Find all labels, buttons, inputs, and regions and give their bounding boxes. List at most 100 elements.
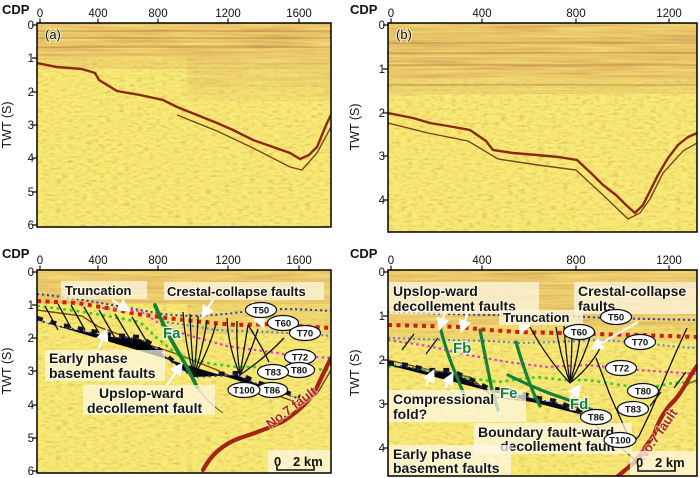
marker-T60: T60 [266,314,300,332]
marker-T86: T86 [255,381,289,399]
crestal-collapse-label-line2: faults [578,298,616,314]
y-axis-ticks: 0 1 2 3 4 [379,267,388,455]
svg-text:T83: T83 [265,368,281,379]
crestal-collapse-label-line1: Crestal-collapse [578,283,686,299]
compressional-zone-faults [401,333,687,407]
marker-T100: T100 [227,381,261,399]
horizon-basement-black [388,360,584,415]
svg-text:T83: T83 [625,405,641,416]
main-reflector [388,111,697,215]
x-tick-label: 800 [148,255,167,267]
x-tick-label: 1200 [215,255,241,267]
scale-distance: 2 km [293,454,323,469]
crestal-collapse-label: Crestal-collapse faults [167,284,306,299]
panel-d: CDP 0 400 800 1200 TWT (S) 0 1 2 3 4 [348,246,698,477]
svg-text:T100: T100 [609,436,631,447]
x-tick-label: 800 [148,8,167,20]
svg-text:T80: T80 [291,366,307,377]
y-tick-label: 2 [379,355,385,367]
x-tick-label: 0 [37,8,43,20]
fault-Fd-label: Fd [570,396,588,413]
fault-Fe-label: Fe [500,385,518,402]
x-tick-label: 1200 [215,8,241,20]
twt-axis-label: TWT (S) [348,104,362,151]
y-tick-label: 0 [28,20,34,32]
panel-b: CDP 0 400 800 1200 TWT (S) 0 1 2 3 4 (b) [348,2,698,233]
cdp-axis-label: CDP [2,2,30,17]
y-tick-label: 5 [28,433,34,445]
fault-Fa [153,303,199,389]
x-tick-label: 0 [37,255,43,267]
boundary-label-line1: Boundary fault-ward [478,424,614,440]
seismic-plot: (b) [387,22,698,233]
fault-green-2 [478,328,500,412]
scale-zero: 0 [636,455,643,470]
main-reflector [37,61,331,161]
marker-T83: T83 [256,363,290,381]
marker-T50: T50 [244,301,278,319]
y-tick-label: 2 [379,108,385,120]
svg-text:T60: T60 [571,328,587,339]
x-axis-ticks: 0 400 800 1200 [388,8,682,23]
scale-zero: 0 [274,454,281,469]
y-tick-label: 2 [28,333,34,345]
y-tick-label: 3 [379,399,385,411]
svg-text:T86: T86 [588,413,604,424]
x-axis-ticks: 0 400 800 1200 [388,255,682,270]
y-tick-label: 6 [28,220,34,232]
y-tick-label: 3 [28,120,34,132]
panel-c: CDP 0 400 800 1200 1600 TWT (S) 0 1 2 3 … [0,246,332,478]
truncation-label: Truncation [503,310,570,325]
svg-text:T70: T70 [297,329,313,340]
y-tick-label: 4 [28,400,35,412]
y-axis-ticks: 0 1 2 3 4 [379,20,388,207]
y-tick-label: 4 [28,153,35,165]
boundary-fault-long [627,327,688,449]
y-axis-ticks: 0 1 2 3 4 5 6 [28,20,37,232]
y-tick-label: 1 [379,64,385,76]
interpreted-plot: Truncation Crestal-collapse faults Early… [36,269,332,474]
y-tick-label: 3 [28,366,34,378]
horizon-markers: T50 T60 T70 T72 T80 T83 T86 T100 [227,301,322,399]
svg-text:T72: T72 [292,353,308,364]
x-tick-label: 0 [388,255,394,267]
marker-T50: T50 [599,308,633,326]
marker-T80: T80 [626,382,660,400]
svg-text:T60: T60 [275,319,291,330]
x-axis-ticks: 0 400 800 1200 1600 [37,255,312,270]
scale-bar: 0 2 km [630,451,696,475]
horizon-T70 [166,321,331,337]
svg-text:T70: T70 [632,338,648,349]
annotations: Upslop-ward decollement faults Crestal-c… [389,282,696,476]
x-tick-label: 1200 [656,255,682,267]
svg-text:T72: T72 [613,364,629,375]
y-tick-label: 0 [379,20,385,32]
panel-letter: (a) [45,27,61,42]
panel-letter: (b) [396,27,412,42]
y-axis-ticks: 0 1 2 3 4 5 6 [28,267,37,478]
x-tick-label: 400 [88,255,107,267]
x-axis-ticks: 0 400 800 1200 1600 [37,8,312,23]
x-tick-label: 1200 [656,8,682,20]
crestal-collapse-faults [182,311,285,377]
marker-T83: T83 [616,400,650,418]
y-tick-label: 3 [379,151,385,163]
y-tick-label: 4 [379,443,386,455]
marker-T72: T72 [604,359,638,377]
compressional-label-line2: fold? [393,406,427,422]
x-tick-label: 400 [472,255,491,267]
marker-T70: T70 [623,333,657,351]
scale-bar: 0 2 km [268,450,331,473]
upslope-label-line2: decollement faults [393,298,516,314]
marker-T70: T70 [288,324,322,342]
marker-T60: T60 [562,323,596,341]
upslope-label-line1: Upslop-ward [393,283,478,299]
panel-a: CDP 0 400 800 1200 1600 TWT (S) 0 1 2 3 … [0,2,332,232]
upslope-label-line2: decollement fault [87,400,202,416]
annotations: Truncation Crestal-collapse faults Early… [45,281,324,432]
twt-axis-label: TWT (S) [348,350,362,397]
interpreted-plot: Upslop-ward decollement faults Crestal-c… [387,269,698,477]
x-tick-label: 0 [388,8,394,20]
x-tick-label: 400 [88,8,107,20]
fault-Fe [514,340,542,408]
